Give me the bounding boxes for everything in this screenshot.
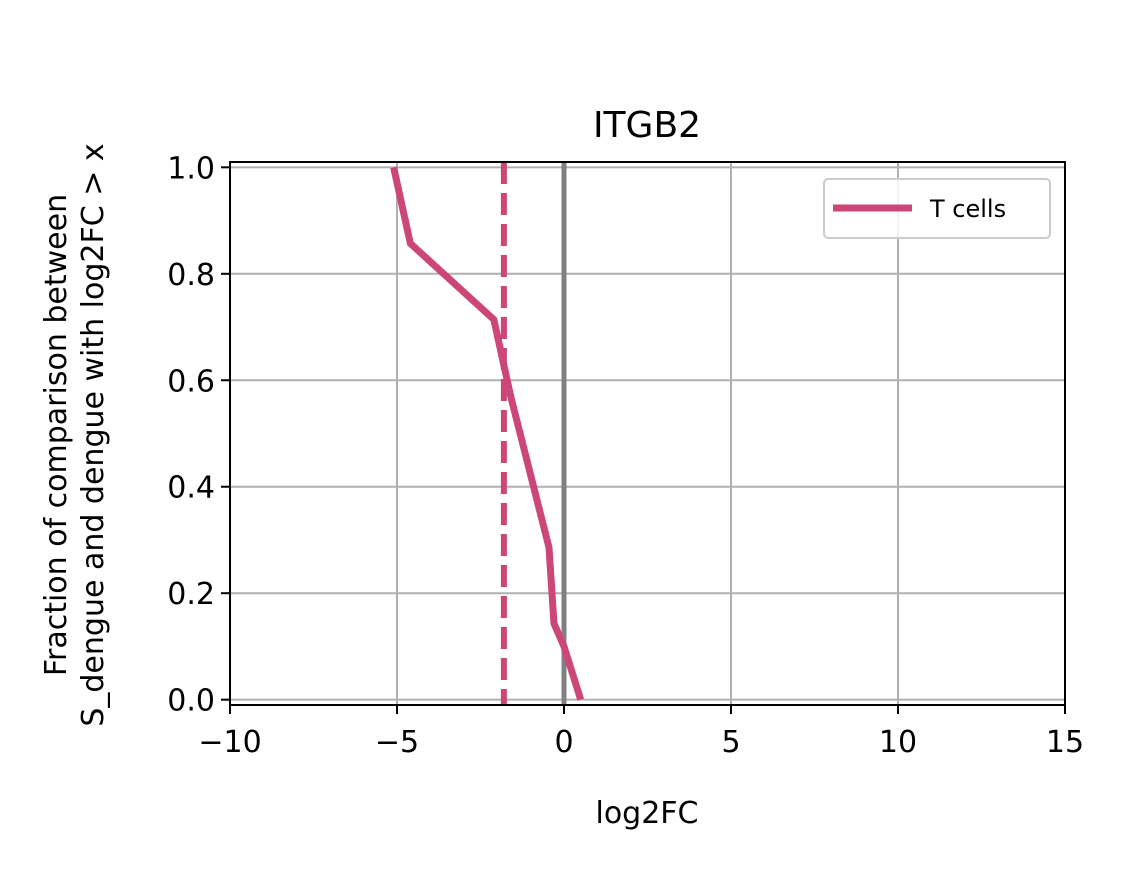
y-tick-label: 0.0 [167, 684, 215, 719]
y-axis: 0.0 0.2 0.4 0.6 0.8 1.0 [167, 151, 230, 719]
axes-frame [229, 161, 1066, 706]
series-line-t-cells [390, 166, 585, 701]
x-tick-label: −5 [375, 725, 419, 760]
x-tick-label: 10 [879, 725, 917, 760]
y-tick-label: 1.0 [167, 151, 215, 186]
y-tick-label: 0.8 [167, 258, 215, 293]
y-axis-label-line-1: Fraction of comparison between [39, 194, 74, 676]
chart-title: ITGB2 [593, 105, 701, 146]
y-tick-label: 0.4 [167, 471, 215, 506]
x-tick-label: 5 [721, 725, 740, 760]
x-tick-label: 0 [554, 725, 573, 760]
series-layer [390, 166, 585, 701]
grid [229, 162, 1066, 705]
x-tick-label: −10 [198, 725, 261, 760]
legend-label-t-cells: T cells [929, 195, 1006, 223]
x-tick-label: 15 [1046, 725, 1084, 760]
y-tick-label: 0.2 [167, 577, 215, 612]
x-axis-label: log2FC [595, 796, 698, 831]
y-tick-label: 0.6 [167, 364, 215, 399]
reference-lines [500, 162, 567, 705]
x-axis: −10 −5 0 5 10 15 [198, 705, 1084, 760]
legend-box [823, 178, 1051, 239]
legend: T cells [823, 178, 1051, 239]
y-axis-label-line-2: S_dengue and dengue with log2FC > x [76, 143, 111, 726]
